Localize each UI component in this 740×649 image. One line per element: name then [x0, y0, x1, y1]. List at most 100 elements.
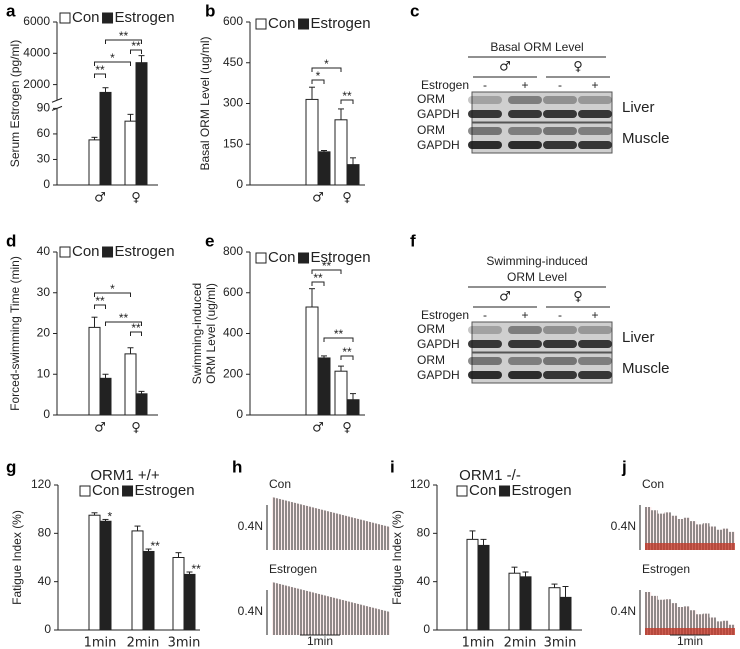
x-tick-label: 3min: [544, 636, 577, 649]
blot-title: ORM Level: [507, 270, 567, 284]
significance-bracket: [94, 304, 106, 309]
bar: [305, 98, 319, 186]
y-tick-label: 120: [410, 477, 430, 491]
group-label: ♀: [573, 290, 583, 305]
row-label: GAPDH: [417, 368, 460, 382]
y-tick-label: 0: [236, 407, 243, 421]
force-trace: [645, 592, 735, 635]
blot-band: [508, 340, 542, 348]
legend-swatch: [499, 485, 511, 497]
blot-band: [578, 110, 612, 118]
bar: [135, 393, 148, 416]
blot-band: [468, 141, 502, 149]
y-tick-label: 0: [236, 177, 243, 191]
tissue-label: Liver: [622, 329, 655, 346]
significance: **: [131, 321, 141, 335]
significance-bracket: [130, 331, 142, 336]
scale-label: 0.4N: [238, 604, 263, 618]
tissue-label: Muscle: [622, 130, 670, 147]
group-label: ♂: [499, 290, 511, 305]
y-tick-label: 2000: [23, 77, 50, 91]
legend-swatch: [79, 485, 91, 497]
x-tick-label: 2min: [127, 636, 160, 649]
chart-title: ORM1 +/+: [90, 467, 159, 484]
blot-band: [543, 96, 577, 104]
blot-band: [468, 96, 502, 104]
y-tick-label: 40: [37, 244, 51, 258]
legend-label: Con: [268, 249, 296, 266]
treatment: +: [591, 78, 598, 92]
significance: **: [334, 327, 344, 341]
significance-bracket: [105, 321, 142, 326]
blot-band: [543, 357, 577, 365]
x-tick-label: ♀: [131, 191, 141, 206]
axis-break: [51, 97, 63, 103]
legend-swatch: [255, 18, 267, 30]
legend-label: Estrogen: [135, 482, 195, 499]
legend-label: Con: [469, 482, 497, 499]
y-tick-label: 80: [417, 526, 431, 540]
y-tick-label: 800: [223, 244, 243, 258]
bar: [124, 353, 137, 416]
significance: **: [95, 294, 105, 308]
significance-bracket: [340, 99, 354, 104]
bar: [172, 557, 185, 631]
legend-swatch: [59, 246, 71, 258]
blot-band: [578, 141, 612, 149]
legend-label: Estrogen: [115, 9, 175, 26]
bar: [334, 370, 348, 416]
y-tick-label: 200: [223, 366, 243, 380]
y-axis-label: Fatigue Index (%): [390, 510, 404, 605]
bar: [317, 357, 331, 416]
y-tick-label: 40: [38, 574, 52, 588]
x-tick-label: 2min: [504, 636, 537, 649]
y-tick-label: 10: [37, 366, 51, 380]
x-tick-label: ♀: [342, 191, 352, 206]
chart-title: ORM1 -/-: [459, 467, 521, 484]
blot-band: [468, 371, 502, 379]
x-tick-label: ♂: [94, 191, 106, 206]
blot-band: [508, 357, 542, 365]
trace-name: Estrogen: [269, 562, 317, 576]
significance: **: [119, 311, 129, 325]
y-tick-label: 30: [37, 285, 51, 299]
bar: [124, 120, 137, 186]
blot-band: [508, 326, 542, 334]
row-label: GAPDH: [417, 138, 460, 152]
x-tick-label: ♂: [312, 191, 324, 206]
y-tick-label: 30: [37, 152, 51, 166]
panel-label: j: [621, 457, 627, 476]
legend-swatch: [255, 252, 267, 264]
trace-name: Estrogen: [642, 562, 690, 576]
panel-label: h: [232, 457, 242, 476]
y-tick-label: 0: [43, 407, 50, 421]
y-tick-label: 20: [37, 326, 51, 340]
panel-label: g: [6, 457, 16, 476]
blot-band: [543, 340, 577, 348]
significance: *: [110, 51, 115, 65]
bar: [548, 587, 561, 631]
blot-band: [468, 326, 502, 334]
bar: [183, 573, 196, 631]
x-tick-label: ♀: [342, 421, 352, 436]
significance-bracket: [94, 73, 106, 78]
y-tick-label: 0: [423, 622, 430, 636]
bar: [88, 514, 101, 631]
legend-swatch: [59, 12, 71, 24]
significance: **: [119, 29, 129, 43]
legend-swatch: [122, 485, 134, 497]
blot-band: [508, 141, 542, 149]
significance: *: [108, 510, 113, 524]
y-tick-label: 4000: [23, 45, 50, 59]
trace-name: Con: [642, 477, 664, 491]
y-tick-label: 600: [223, 14, 243, 28]
time-scale-label: 1min: [307, 634, 333, 648]
row-label: ORM: [417, 92, 445, 106]
blot-band: [468, 340, 502, 348]
blot-band: [468, 357, 502, 365]
significance: *: [316, 69, 321, 83]
y-tick-label: 80: [38, 526, 52, 540]
x-tick-label: 3min: [168, 636, 201, 649]
legend-label: Con: [72, 9, 100, 26]
